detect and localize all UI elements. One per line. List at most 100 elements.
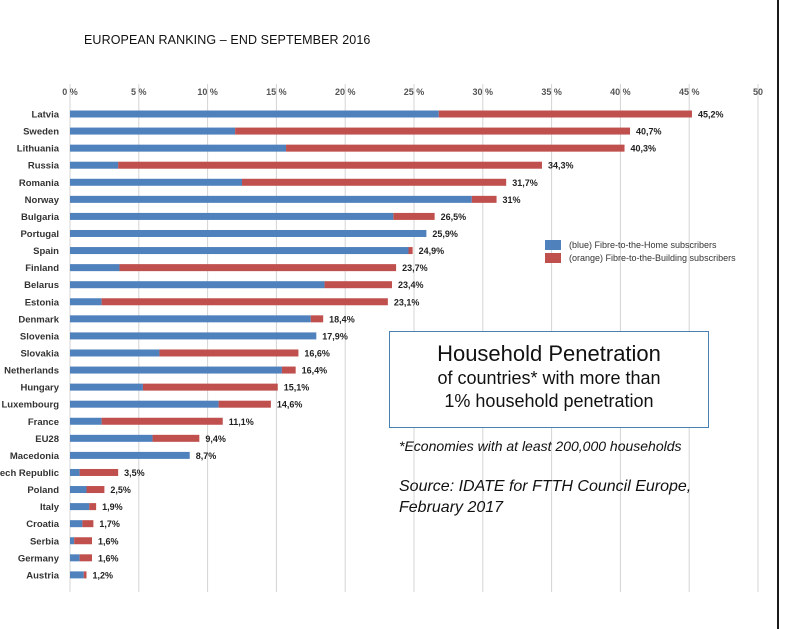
category-label: Norway	[25, 195, 60, 206]
bar-ftth	[70, 110, 439, 118]
info-box-title: Household Penetration	[437, 341, 661, 366]
bar-ftth	[70, 383, 143, 391]
x-tick-label: 45 %	[679, 87, 700, 97]
bar-ftth	[70, 451, 190, 459]
legend-item-ftth: (blue) Fibre-to-the-Home subscribers	[545, 238, 736, 251]
bar-ftth	[70, 503, 90, 511]
bar-ftth	[70, 247, 409, 255]
bar-ftth	[70, 195, 472, 203]
category-label: Slovenia	[20, 331, 60, 342]
chart-title: EUROPEAN RANKING – END SEPTEMBER 2016	[84, 33, 371, 47]
legend-swatch-fttb	[545, 252, 561, 263]
bar-ftth	[70, 468, 80, 476]
bar-ftth	[70, 486, 87, 494]
data-label: 1,6%	[98, 553, 119, 563]
data-label: 24,9%	[419, 246, 445, 256]
bar-ftth	[70, 264, 120, 272]
category-label: Hungary	[20, 383, 59, 394]
x-tick-label: 0 %	[62, 87, 78, 97]
bar-fttb	[118, 161, 542, 169]
data-label: 1,2%	[93, 570, 114, 580]
category-label: EU28	[35, 434, 59, 445]
category-label: Latvia	[32, 110, 60, 121]
category-label: Austria	[26, 570, 59, 581]
bar-ftth	[70, 315, 311, 323]
x-tick-label: 35 %	[541, 87, 562, 97]
bar-fttb	[79, 554, 93, 562]
x-tick-label: 10 %	[197, 87, 218, 97]
data-label: 26,5%	[441, 212, 467, 222]
bar-ftth	[70, 212, 394, 220]
category-label: Serbia	[30, 536, 60, 547]
x-tick-label: 40 %	[610, 87, 631, 97]
bar-fttb	[79, 468, 119, 476]
data-label: 18,4%	[329, 314, 355, 324]
category-label: Belarus	[24, 280, 59, 291]
data-label: 34,3%	[548, 161, 574, 171]
category-label: France	[28, 417, 59, 428]
bar-ftth	[70, 178, 242, 186]
bar-ftth	[70, 332, 317, 340]
data-label: 1,6%	[98, 536, 119, 546]
data-label: 25,9%	[432, 229, 458, 239]
data-label: 23,7%	[402, 263, 428, 273]
category-label: Romania	[19, 178, 60, 189]
category-label: Finland	[25, 263, 59, 274]
bar-fttb	[152, 434, 200, 442]
bar-fttb	[89, 503, 97, 511]
data-label: 1,9%	[102, 502, 123, 512]
frame-edge	[776, 0, 785, 629]
source-credit: Source: IDATE for FTTH Council Europe, F…	[399, 476, 729, 518]
bar-fttb	[86, 486, 105, 494]
data-label: 31,7%	[512, 178, 538, 188]
legend-label-fttb: (orange) Fibre-to-the-Building subscribe…	[569, 252, 736, 263]
chart-legend: (blue) Fibre-to-the-Home subscribers (or…	[545, 238, 736, 264]
category-label: Bulgaria	[21, 212, 60, 223]
bar-fttb	[281, 366, 296, 374]
data-label: 11,1%	[229, 417, 254, 427]
info-box: Household Penetration of countries* with…	[389, 331, 709, 428]
bar-fttb	[408, 247, 413, 255]
data-label: 9,4%	[205, 434, 226, 444]
info-box-line-2: 1% household penetration	[444, 391, 654, 411]
x-tick-label: 25 %	[404, 87, 425, 97]
bar-ftth	[70, 417, 102, 425]
bar-ftth	[70, 434, 153, 442]
bar-ftth	[70, 520, 83, 528]
category-label: Italy	[40, 502, 60, 513]
bar-fttb	[324, 281, 392, 289]
bar-fttb	[235, 127, 631, 135]
bar-ftth	[70, 571, 84, 579]
bar-fttb	[101, 417, 223, 425]
bar-fttb	[74, 537, 93, 545]
data-label: 45,2%	[698, 110, 724, 120]
category-label: Croatia	[26, 519, 59, 530]
x-tick-label: 5 %	[131, 87, 147, 97]
data-label: 40,3%	[631, 144, 657, 154]
category-label: Denmark	[18, 314, 59, 325]
data-label: 40,7%	[636, 127, 662, 137]
source-line-2: February 2017	[399, 499, 504, 516]
data-label: 23,4%	[398, 280, 424, 290]
data-label: 14,6%	[277, 400, 303, 410]
category-label: ech Republic	[0, 468, 59, 479]
bar-fttb	[286, 144, 625, 152]
bar-ftth	[70, 400, 219, 408]
bar-fttb	[159, 349, 299, 357]
data-label: 3,5%	[124, 468, 145, 478]
frame-border	[777, 0, 779, 629]
bar-fttb	[242, 178, 507, 186]
category-label: Luxembourg	[1, 400, 59, 411]
category-label: Germany	[18, 553, 60, 564]
data-label: 2,5%	[110, 485, 131, 495]
bar-ftth	[70, 161, 119, 169]
bar-ftth	[70, 366, 282, 374]
x-tick-label: 30 %	[473, 87, 494, 97]
bar-fttb	[310, 315, 324, 323]
legend-item-fttb: (orange) Fibre-to-the-Building subscribe…	[545, 251, 736, 264]
x-tick-label: 20 %	[335, 87, 356, 97]
data-label: 16,6%	[304, 348, 330, 358]
data-label: 17,9%	[322, 331, 348, 341]
bar-ftth	[70, 298, 102, 306]
